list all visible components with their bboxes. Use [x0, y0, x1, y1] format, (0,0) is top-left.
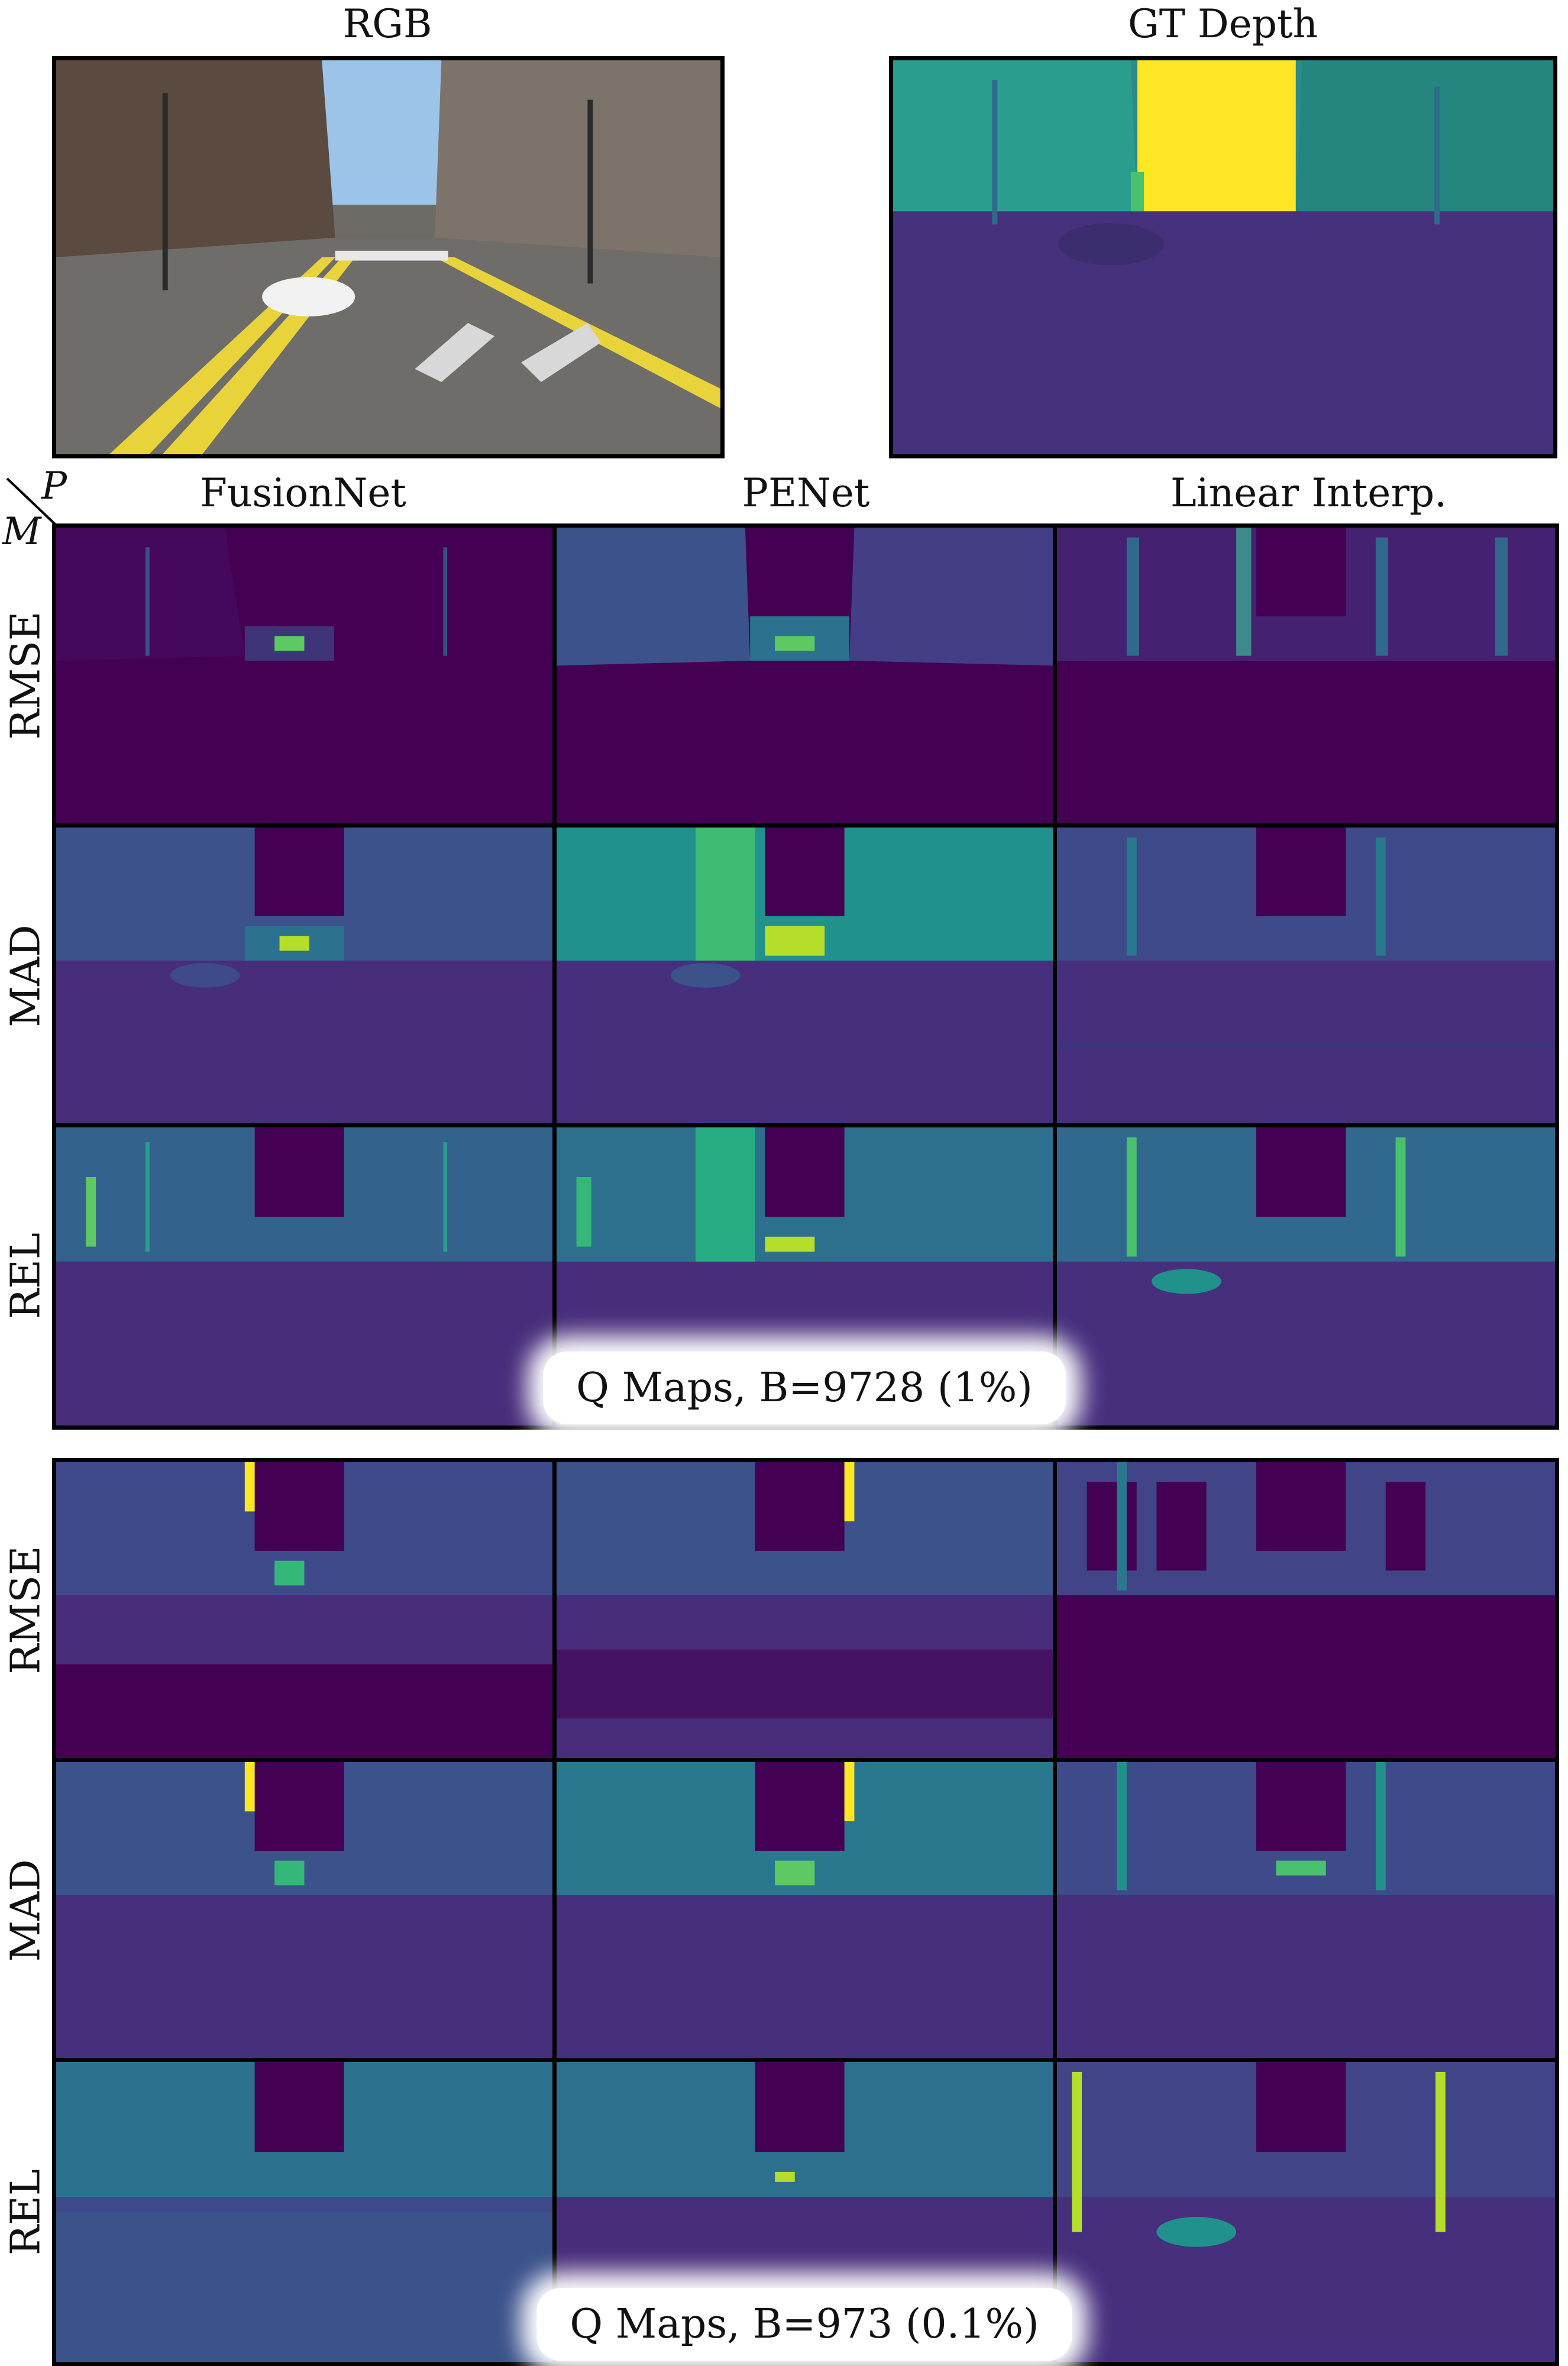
row-label-rmse: RMSE [2, 611, 50, 740]
column-header-fusionnet: FusionNet [200, 470, 406, 516]
qmap-p1-fusionnet-mad [52, 823, 557, 1127]
qmap-p2-penet-mad [552, 1758, 1057, 2062]
panel-2-caption: Q Maps, B=973 (0.1%) [536, 2288, 1072, 2361]
row-label-rel: REL [2, 2169, 50, 2255]
qmap-p2-penet-rmse [552, 1458, 1057, 1762]
qmap-p1-fusionnet-rel [52, 1123, 557, 1430]
qmap-p2-linear-rmse [1053, 1458, 1559, 1762]
qmap-p2-fusionnet-mad [52, 1758, 557, 2062]
qmap-p1-penet-rmse [552, 523, 1057, 828]
column-header-linear-interp: Linear Interp. [1170, 470, 1447, 516]
corner-label-p: P [41, 464, 67, 508]
qmap-p1-linear-mad [1053, 823, 1559, 1127]
qmap-p2-linear-rel [1053, 2058, 1559, 2366]
rgb-title: RGB [342, 1, 432, 47]
panel-1-caption: Q Maps, B=9728 (1%) [543, 1352, 1066, 1424]
row-label-rmse: RMSE [2, 1546, 50, 1675]
qmap-p1-linear-rmse [1053, 523, 1559, 828]
qmap-p1-penet-mad [552, 823, 1057, 1127]
qmap-p1-fusionnet-rmse [52, 523, 557, 828]
row-label-mad: MAD [2, 925, 50, 1027]
row-label-mad: MAD [2, 1859, 50, 1962]
qmap-p1-linear-rel [1053, 1123, 1559, 1430]
qmap-p2-fusionnet-rel [52, 2058, 557, 2366]
row-label-rel: REL [2, 1233, 50, 1319]
qmap-p2-fusionnet-rmse [52, 1458, 557, 1762]
corner-label-m: M [2, 510, 41, 554]
column-header-penet: PENet [742, 470, 870, 516]
gt-depth-image [889, 56, 1557, 458]
qmap-p2-linear-mad [1053, 1758, 1559, 2062]
rgb-image [52, 56, 725, 458]
corner-divider [4, 476, 58, 526]
gt-depth-title: GT Depth [1128, 1, 1318, 47]
